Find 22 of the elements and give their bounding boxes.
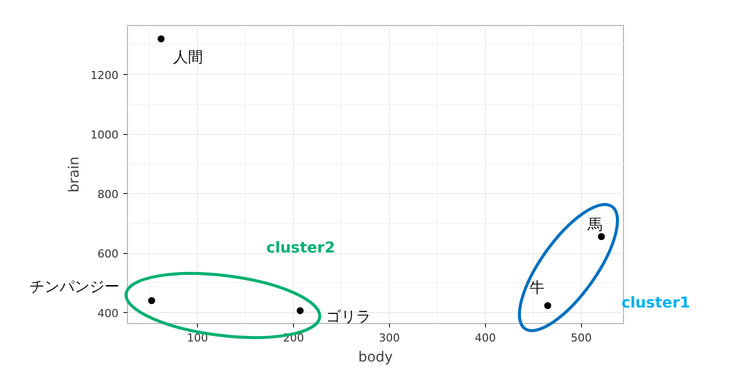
annotation: cluster1 [621, 294, 690, 312]
y-tick-label: 1000 [90, 128, 119, 142]
x-tick-label: 500 [570, 332, 592, 344]
x-tick-label: 400 [474, 332, 496, 344]
x-tick-label: 300 [378, 332, 400, 344]
annotation: ゴリラ [326, 308, 372, 326]
x-axis-title: body [358, 350, 393, 366]
annotation: cluster2 [266, 238, 336, 257]
annotation: 人間 [173, 48, 204, 66]
y-tick-label: 400 [98, 306, 119, 320]
y-axis-title: brain [66, 156, 83, 192]
y-tick-label: 1200 [90, 69, 119, 82]
y-tick-label: 600 [98, 248, 119, 261]
annotation: 牛 [530, 278, 545, 297]
y-tick-label: 800 [98, 188, 119, 202]
point [158, 35, 165, 42]
annotation: 馬 [586, 216, 602, 234]
point [598, 233, 605, 240]
annotation: チンパンジー [30, 278, 120, 296]
point [544, 302, 552, 310]
point [148, 297, 156, 304]
point [296, 307, 304, 314]
